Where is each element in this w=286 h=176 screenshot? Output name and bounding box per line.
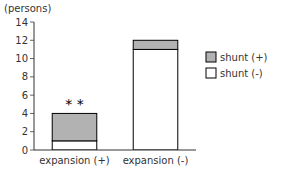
x-axis (34, 150, 196, 151)
y-tick (30, 40, 34, 41)
y-tick (30, 58, 34, 59)
y-tick-label: 4 (22, 108, 28, 119)
legend: shunt (+) shunt (-) (206, 52, 268, 79)
y-tick-label: 2 (22, 126, 28, 137)
y-tick (30, 131, 34, 132)
y-tick-label: 14 (15, 17, 28, 28)
legend-swatch (206, 52, 216, 62)
y-tick-label: 12 (15, 35, 28, 46)
bar (133, 40, 178, 49)
annotation: * * (65, 96, 83, 112)
y-axis (34, 22, 35, 150)
y-tick (30, 76, 34, 77)
x-tick-label: expansion (-) (123, 155, 189, 166)
x-tick-label: expansion (+) (39, 155, 110, 166)
chart: 0 2 4 6 8 10 12 14 (persons) expansion (+) expansi… (0, 0, 286, 176)
y-tick (30, 113, 34, 114)
legend-swatch (206, 68, 216, 78)
y-tick-label: 0 (22, 145, 28, 156)
y-tick (30, 150, 34, 151)
legend-label: shunt (+) (220, 52, 268, 63)
bars (52, 40, 178, 150)
y-axis-label: (persons) (4, 3, 51, 14)
bar (52, 113, 97, 140)
bar (133, 49, 178, 150)
bar (52, 141, 97, 150)
y-tick-label: 8 (22, 71, 28, 82)
legend-label: shunt (-) (220, 68, 263, 79)
y-tick-label: 10 (15, 53, 28, 64)
y-tick (30, 22, 34, 23)
y-tick (30, 95, 34, 96)
y-tick-label: 6 (22, 90, 28, 101)
